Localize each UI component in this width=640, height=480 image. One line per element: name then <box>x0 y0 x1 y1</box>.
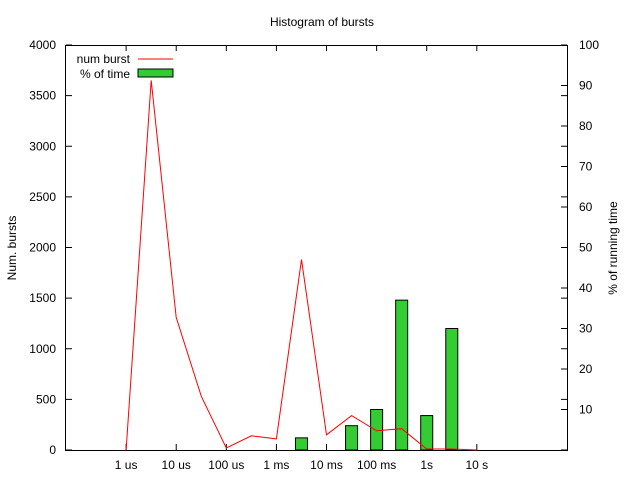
y-tick-label: 2500 <box>29 190 56 204</box>
y-tick-label: 0 <box>49 443 56 457</box>
x-tick-label: 1 us <box>115 458 138 472</box>
y2-axis-label: % of running time <box>606 201 620 295</box>
y-tick-label: 2000 <box>29 241 56 255</box>
axes: 0 500 1000 1500 2000 2500 3000 3500 4000 10 20 30 40… <box>29 38 599 472</box>
y2-tick-label: 60 <box>579 200 593 214</box>
chart-title: Histogram of bursts <box>270 15 374 29</box>
bar <box>420 415 434 451</box>
x-tick-label: 100 us <box>208 458 244 472</box>
line-layer <box>125 80 477 451</box>
series-line-num-burst <box>125 80 477 451</box>
legend: num burst% of time <box>77 52 174 81</box>
bar <box>395 299 409 451</box>
y2-tick-label: 30 <box>579 322 593 336</box>
bar <box>345 425 359 451</box>
y-tick-label: 4000 <box>29 38 56 52</box>
bar <box>294 437 308 451</box>
y2-tick-label: 20 <box>579 362 593 376</box>
x-tick-label: 10 us <box>162 458 191 472</box>
bar <box>370 409 384 451</box>
x-tick-label: 10 ms <box>310 458 343 472</box>
legend-swatch-bar <box>137 68 174 78</box>
x-tick-label: 100 ms <box>357 458 396 472</box>
x-tick-label: 10 s <box>465 458 488 472</box>
legend-label-line: num burst <box>77 52 131 66</box>
x-tick-label: 1 ms <box>263 458 289 472</box>
plot-frame <box>65 45 568 451</box>
y-axis-label: Num. bursts <box>5 216 19 281</box>
y2-tick-label: 100 <box>579 38 599 52</box>
y-tick-label: 3500 <box>29 89 56 103</box>
y-tick-label: 3000 <box>29 139 56 153</box>
y2-tick-label: 80 <box>579 119 593 133</box>
bar <box>445 328 459 451</box>
y2-tick-label: 10 <box>579 403 593 417</box>
x-tick-label: 1s <box>420 458 433 472</box>
y-tick-label: 1500 <box>29 291 56 305</box>
y2-tick-label: 50 <box>579 241 593 255</box>
y2-tick-label: 40 <box>579 281 593 295</box>
y-tick-label: 1000 <box>29 342 56 356</box>
bars-layer <box>294 299 459 451</box>
y2-tick-label: 90 <box>579 79 593 93</box>
legend-label-bar: % of time <box>80 67 130 81</box>
y2-tick-label: 70 <box>579 160 593 174</box>
y-tick-label: 500 <box>36 392 56 406</box>
